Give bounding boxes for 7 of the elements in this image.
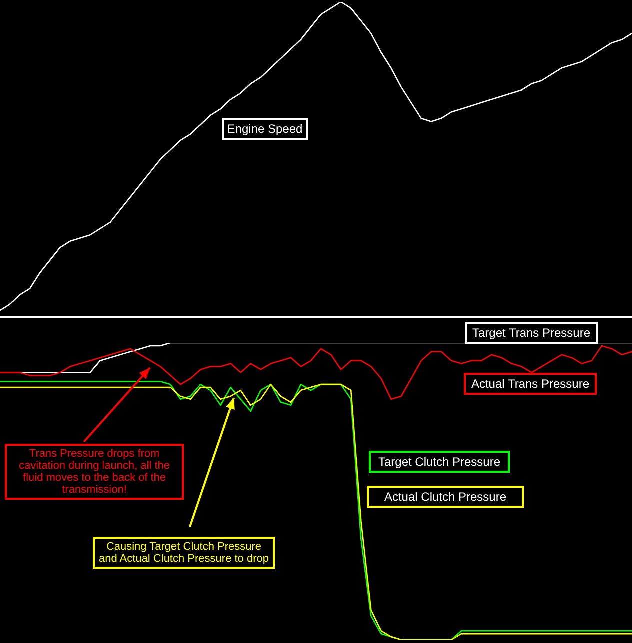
- series-label: Engine Speed: [222, 118, 308, 140]
- text: Actual Clutch Pressure: [367, 486, 524, 508]
- series-label: Target Clutch Pressure: [369, 451, 510, 473]
- annotation: Trans Pressure drops from cavitation during launch, all the fluid moves to the back of the transmission!: [5, 444, 184, 500]
- annotation: Causing Target Clutch Pressure and Actual Clutch Pressure to drop: [93, 537, 275, 569]
- series-label: Actual Trans Pressure: [464, 373, 597, 395]
- series-label: Target Trans Pressure: [465, 322, 598, 344]
